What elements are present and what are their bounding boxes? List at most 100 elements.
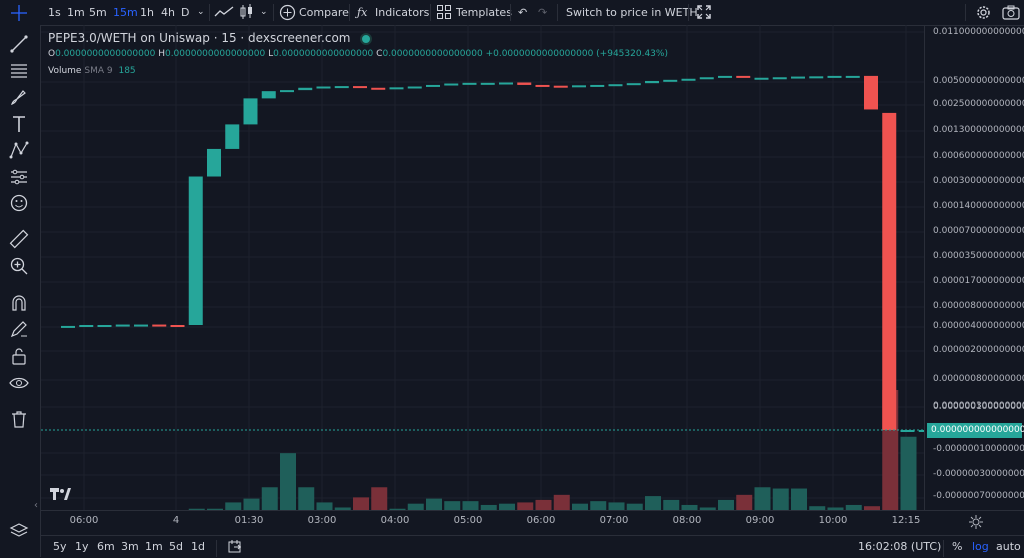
interval-5m[interactable]: 5m xyxy=(89,6,107,19)
price-chart[interactable] xyxy=(41,25,924,510)
candle xyxy=(389,87,404,90)
auto-scale-toggle[interactable]: auto xyxy=(996,540,1021,553)
price-tick: 0.0000170000000000 xyxy=(933,276,1024,286)
price-tick: 0.0000040000000000 xyxy=(933,321,1024,331)
volume-bar xyxy=(663,499,680,510)
templates-grid-icon[interactable] xyxy=(437,5,451,19)
percent-scale-toggle[interactable]: % xyxy=(952,540,963,553)
switch-price-weth-button[interactable]: Switch to price in WETH xyxy=(566,6,698,19)
range-1d[interactable]: 1d xyxy=(191,540,205,553)
range-5y[interactable]: 5y xyxy=(53,540,67,553)
trend-line-icon[interactable] xyxy=(9,34,29,54)
pattern-tool-icon[interactable] xyxy=(9,140,29,160)
collapse-left-chevron-icon[interactable]: ‹ xyxy=(34,500,38,511)
indicators-button[interactable]: Indicators xyxy=(375,6,430,19)
interval-1s[interactable]: 1s xyxy=(48,6,61,19)
candle xyxy=(152,324,167,327)
compare-button[interactable]: Compare xyxy=(299,6,349,19)
toolbar-separator xyxy=(216,540,217,557)
symbol-title-text: PEPE3.0/WETH on Uniswap · 15 · dexscreen… xyxy=(48,31,351,45)
stay-drawing-mode-icon[interactable] xyxy=(9,319,29,339)
emoji-smile-icon[interactable] xyxy=(9,193,29,213)
candle xyxy=(736,75,751,78)
volume-bar xyxy=(845,504,862,510)
volume-bar xyxy=(535,499,552,510)
brush-icon[interactable] xyxy=(9,87,29,107)
price-tick: 0.0000003000000000 xyxy=(933,401,1024,411)
candle xyxy=(882,112,897,430)
range-5d[interactable]: 5d xyxy=(169,540,183,553)
volume-bar xyxy=(864,506,880,510)
time-tick: 10:00 xyxy=(818,515,848,526)
volume-bar xyxy=(517,502,534,510)
line-chart-type-icon[interactable] xyxy=(214,5,234,19)
candle xyxy=(170,325,185,327)
trash-icon[interactable] xyxy=(9,409,29,429)
candle xyxy=(188,176,203,325)
symbol-title[interactable]: PEPE3.0/WETH on Uniswap · 15 · dexscreen… xyxy=(48,31,373,45)
indicators-fx-icon[interactable]: ƒx xyxy=(357,6,368,19)
settings-gear-icon[interactable] xyxy=(975,4,992,21)
ohlc-open-key: O xyxy=(48,49,56,59)
time-axis-settings-icon[interactable] xyxy=(969,515,983,529)
interval-4h[interactable]: 4h xyxy=(161,6,175,19)
ohlc-open: 0.0000000000000000 xyxy=(55,49,156,59)
volume-bar xyxy=(590,501,607,510)
utc-clock[interactable]: 16:02:08 (UTC) xyxy=(858,540,942,553)
bottom-toolbar: 5y 1y 6m 3m 1m 5d 1d 16:02:08 (UTC) % lo… xyxy=(41,535,1024,558)
snapshot-camera-icon[interactable] xyxy=(1002,5,1020,20)
ohlc-close-key: C xyxy=(376,49,383,59)
price-tick: 0.0006000000000000 xyxy=(933,151,1024,161)
range-1m[interactable]: 1m xyxy=(145,540,163,553)
candle xyxy=(645,80,659,84)
candle xyxy=(791,76,805,79)
crosshair-top-icon[interactable] xyxy=(10,4,28,22)
interval-1h[interactable]: 1h xyxy=(140,6,154,19)
magnet-icon[interactable] xyxy=(9,293,29,313)
candle-chart-type-icon[interactable] xyxy=(238,3,256,21)
goto-date-icon[interactable] xyxy=(228,540,242,554)
price-axis[interactable]: 0.0110000000000000 0.0050000000000000 0.… xyxy=(924,25,1024,510)
price-tick: 0.0001400000000000 xyxy=(933,201,1024,211)
candle xyxy=(827,75,842,78)
toolbar-separator xyxy=(965,4,966,21)
object-tree-layers-icon[interactable] xyxy=(9,521,29,541)
candle xyxy=(608,84,623,87)
undo-icon[interactable]: ↶ xyxy=(518,6,528,19)
time-axis[interactable] xyxy=(41,510,1024,536)
candle xyxy=(572,85,586,88)
interval-dropdown-icon[interactable]: ⌄ xyxy=(197,7,205,17)
zoom-in-icon[interactable] xyxy=(9,256,29,276)
ruler-measure-icon[interactable] xyxy=(9,229,29,249)
interval-15m[interactable]: 15m xyxy=(113,6,138,19)
range-6m[interactable]: 6m xyxy=(97,540,115,553)
candle xyxy=(480,82,495,85)
candle xyxy=(699,77,714,80)
tradingview-logo-icon[interactable] xyxy=(49,487,71,501)
candle xyxy=(371,87,386,90)
log-scale-toggle[interactable]: log xyxy=(972,540,989,553)
lock-icon[interactable] xyxy=(9,346,29,366)
redo-icon[interactable]: ↷ xyxy=(538,6,548,19)
horizontal-lines-icon[interactable] xyxy=(9,60,29,80)
time-tick: 4 xyxy=(172,515,180,526)
range-1y[interactable]: 1y xyxy=(75,540,89,553)
candle xyxy=(225,124,240,149)
fullscreen-icon[interactable] xyxy=(697,5,711,19)
eye-visibility-icon[interactable] xyxy=(9,373,29,393)
interval-d[interactable]: D xyxy=(181,6,190,19)
chart-type-dropdown-icon[interactable]: ⌄ xyxy=(260,7,268,17)
text-tool-icon[interactable] xyxy=(9,114,29,134)
candle xyxy=(918,430,924,432)
volume-legend[interactable]: Volume SMA 9 185 xyxy=(48,66,136,76)
price-tick: 0.0003000000000000 xyxy=(933,176,1024,186)
range-3m[interactable]: 3m xyxy=(121,540,139,553)
ohlc-legend: O0.0000000000000000 H0.0000000000000000 … xyxy=(48,49,668,59)
interval-1m[interactable]: 1m xyxy=(67,6,85,19)
forecasting-tool-icon[interactable] xyxy=(9,167,29,187)
volume-bar xyxy=(316,502,333,510)
templates-button[interactable]: Templates xyxy=(456,6,512,19)
candle xyxy=(407,86,422,89)
volume-label: Volume xyxy=(48,66,82,76)
compare-plus-icon[interactable] xyxy=(279,4,296,21)
